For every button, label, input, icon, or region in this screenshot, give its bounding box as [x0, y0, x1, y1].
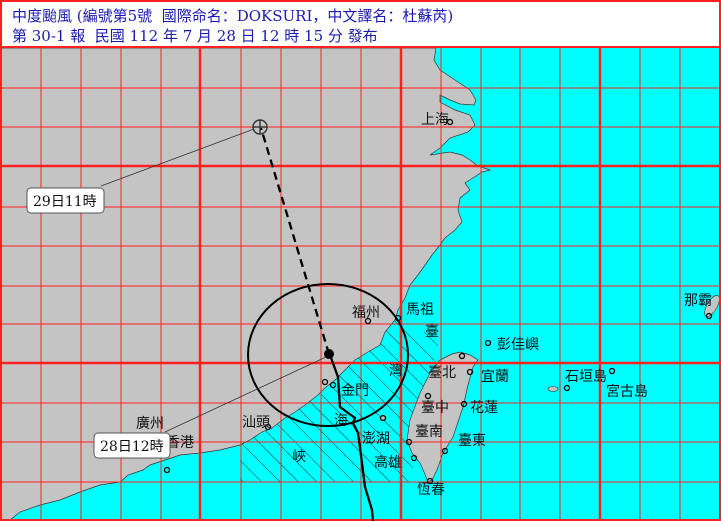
storm-radius-circle: [247, 283, 409, 427]
island-ishigaki: [547, 386, 559, 392]
ishigaki-dot: [563, 384, 571, 392]
current-time-label: 28日12時: [100, 439, 164, 455]
label-hengchun: 恆春: [417, 482, 445, 498]
label-shantou: 汕頭: [242, 415, 270, 431]
label-guangzhou: 廣州: [136, 415, 164, 432]
xiamen-dot: [321, 378, 329, 386]
penghu-dot: [379, 414, 387, 422]
pengjia-dot: [484, 339, 492, 347]
map-border: [0, 46, 721, 521]
label-pengjia: 彭佳嶼: [497, 337, 539, 353]
past-track-line: [328, 354, 375, 521]
naha-dot: [705, 312, 713, 320]
label-kaohsiung: 高雄: [374, 454, 402, 471]
current-label-leader: [164, 356, 327, 433]
taichung-dot: [424, 392, 432, 400]
issue-time: 第 30-1 報 民國 112 年 7 月 28 日 12 時 15 分 發布: [12, 27, 378, 45]
label-kinmen: 金門: [341, 383, 369, 399]
shanghai-dot: [446, 118, 454, 126]
bulletin-header: 中度颱風 (編號第5號 國際命名：DOKSURI，中文譯名：杜蘇芮) 第 30-…: [0, 0, 721, 46]
hengchun-dot: [426, 477, 434, 485]
miyako-dot: [608, 367, 616, 375]
fuzhou-dot: [364, 317, 372, 325]
label-taichung: 臺中: [421, 400, 449, 416]
yilan-dot: [466, 368, 474, 376]
label-strait-2: 灣: [389, 363, 403, 379]
label-hualien: 花蓮: [470, 400, 498, 416]
hualien-dot: [460, 400, 468, 408]
kaohsiung-dot: [410, 454, 418, 462]
forecast-label-leader: [100, 128, 255, 187]
forecast-time-tag: 29日11時: [26, 187, 105, 214]
tainan-dot: [405, 438, 413, 446]
label-hongkong: 香港: [166, 435, 194, 451]
label-fuzhou: 福州: [352, 305, 380, 321]
label-matsu: 馬祖: [406, 302, 434, 318]
current-center-icon: [324, 349, 334, 359]
kinmen-dot: [329, 381, 337, 389]
hongkong-dot: [163, 466, 171, 474]
place-markers: [163, 118, 713, 485]
label-strait-4: 峽: [292, 449, 306, 465]
current-time-tag: 28日12時: [93, 432, 171, 459]
label-taipei: 臺北: [428, 365, 456, 381]
label-naha: 那霸: [684, 293, 712, 309]
typhoon-title: 中度颱風 (編號第5號 國際命名：DOKSURI，中文譯名：杜蘇芮): [12, 7, 454, 25]
label-penghu: 澎湖: [362, 431, 390, 447]
label-yilan: 宜蘭: [481, 369, 509, 385]
typhoon-track-map: 上海 福州 馬祖 彭佳嶼 臺北 宜蘭 臺中 花蓮 臺南 臺東 高雄 恆春 澎湖 …: [0, 46, 721, 521]
label-tainan: 臺南: [415, 424, 443, 440]
label-shanghai: 上海: [421, 112, 449, 128]
forecast-time-label: 29日11時: [33, 194, 97, 210]
forecast-center-icon: [252, 119, 268, 135]
label-miyako: 宮古島: [606, 384, 648, 400]
forecast-track-line: [259, 127, 331, 355]
taitung-dot: [441, 447, 449, 455]
taipei-dot: [458, 352, 466, 360]
shantou-dot: [264, 423, 272, 431]
label-strait-1: 臺: [425, 324, 439, 340]
label-taitung: 臺東: [458, 433, 486, 449]
label-ishigaki: 石垣島: [565, 369, 607, 385]
